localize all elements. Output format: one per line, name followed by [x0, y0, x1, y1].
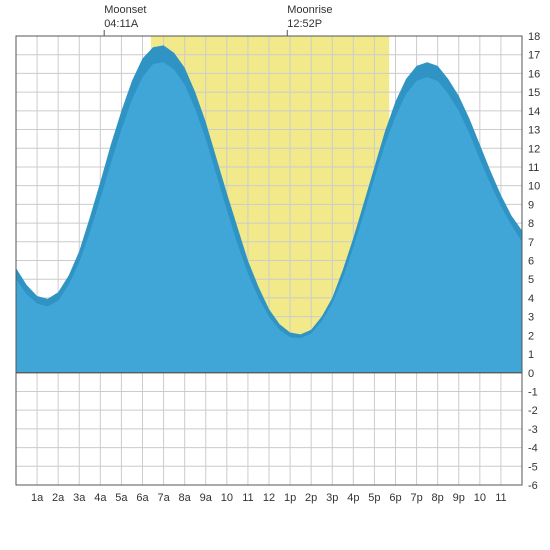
- x-tick-label: 8p: [432, 492, 444, 504]
- x-tick-label: 9a: [200, 492, 213, 504]
- y-tick-label: 14: [528, 106, 540, 118]
- x-tick-label: 8a: [179, 492, 192, 504]
- annotation-moonset-value: 04:11A: [104, 18, 146, 32]
- x-tick-label: 7p: [410, 492, 422, 504]
- y-tick-label: 18: [528, 31, 540, 43]
- x-tick-label: 1a: [31, 492, 44, 504]
- annotation-moonrise-title: Moonrise: [287, 4, 332, 16]
- y-tick-label: 16: [528, 68, 540, 80]
- x-tick-label: 7a: [157, 492, 170, 504]
- y-tick-label: 3: [528, 312, 534, 324]
- y-tick-label: 0: [528, 368, 534, 380]
- y-tick-label: 10: [528, 181, 540, 193]
- y-tick-label: 5: [528, 274, 534, 286]
- x-tick-label: 2a: [52, 492, 65, 504]
- x-tick-label: 6a: [136, 492, 149, 504]
- x-tick-label: 10: [221, 492, 233, 504]
- x-tick-label: 5p: [368, 492, 380, 504]
- y-tick-label: 4: [528, 293, 534, 305]
- y-tick-label: -5: [528, 461, 538, 473]
- y-tick-label: -1: [528, 386, 538, 398]
- y-tick-label: 11: [528, 162, 539, 174]
- y-tick-label: 13: [528, 125, 540, 137]
- x-tick-label: 2p: [305, 492, 317, 504]
- annotation-moonset-title: Moonset: [104, 4, 146, 16]
- y-tick-label: 7: [528, 237, 534, 249]
- x-tick-label: 1p: [284, 492, 296, 504]
- annotation-moonrise: Moonrise 12:52P: [287, 4, 332, 32]
- y-tick-label: 15: [528, 87, 540, 99]
- x-tick-label: 12: [263, 492, 275, 504]
- x-tick-label: 11: [495, 492, 506, 504]
- chart-svg: 1a2a3a4a5a6a7a8a9a1011121p2p3p4p5p6p7p8p…: [0, 0, 550, 550]
- x-tick-label: 4p: [347, 492, 359, 504]
- y-tick-label: -4: [528, 443, 538, 455]
- x-tick-label: 3p: [326, 492, 338, 504]
- x-tick-label: 6p: [389, 492, 401, 504]
- y-tick-label: -2: [528, 405, 538, 417]
- y-tick-label: 6: [528, 256, 534, 268]
- y-tick-label: 2: [528, 330, 534, 342]
- x-tick-label: 4a: [94, 492, 107, 504]
- y-tick-label: 9: [528, 199, 534, 211]
- y-tick-label: 12: [528, 143, 540, 155]
- x-tick-label: 10: [474, 492, 486, 504]
- x-tick-label: 5a: [115, 492, 128, 504]
- x-tick-label: 9p: [453, 492, 465, 504]
- y-tick-label: 17: [528, 50, 540, 62]
- tide-chart: 1a2a3a4a5a6a7a8a9a1011121p2p3p4p5p6p7p8p…: [0, 0, 550, 550]
- y-tick-label: -3: [528, 424, 538, 436]
- annotation-moonrise-value: 12:52P: [287, 18, 332, 32]
- x-tick-label: 11: [242, 492, 253, 504]
- y-tick-label: -6: [528, 480, 538, 492]
- y-tick-label: 1: [528, 349, 534, 361]
- y-tick-label: 8: [528, 218, 534, 230]
- annotation-moonset: Moonset 04:11A: [104, 4, 146, 32]
- x-tick-label: 3a: [73, 492, 86, 504]
